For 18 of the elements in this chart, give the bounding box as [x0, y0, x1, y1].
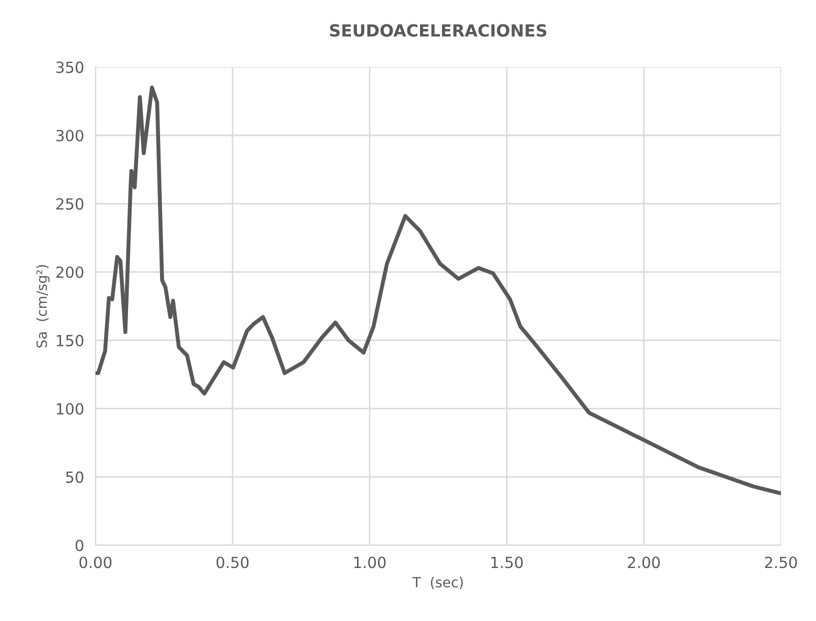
- x-tick-label: 0.00: [79, 556, 112, 568]
- y-tick-label: 50: [66, 471, 84, 483]
- y-tick-label: 0: [76, 540, 84, 552]
- x-axis-title: T (sec): [412, 576, 463, 590]
- chart-title: SEUDOACELERACIONES: [330, 24, 546, 37]
- x-tick-label: 1.00: [354, 556, 386, 568]
- y-tick-label: 150: [56, 334, 84, 346]
- y-tick-label: 250: [56, 198, 84, 210]
- x-tick-label: 2.50: [765, 556, 797, 568]
- x-tick-label: 0.50: [216, 556, 249, 568]
- y-tick-label: 100: [56, 403, 84, 415]
- y-tick-label: 300: [56, 130, 84, 142]
- y-axis-title: Sa (cm/sg²): [36, 265, 50, 348]
- line-series: [95, 86, 781, 496]
- y-tick-label: 200: [56, 266, 84, 278]
- y-tick-label: 350: [56, 62, 84, 74]
- x-tick-label: 1.50: [491, 556, 523, 568]
- x-tick-label: 2.00: [628, 556, 660, 568]
